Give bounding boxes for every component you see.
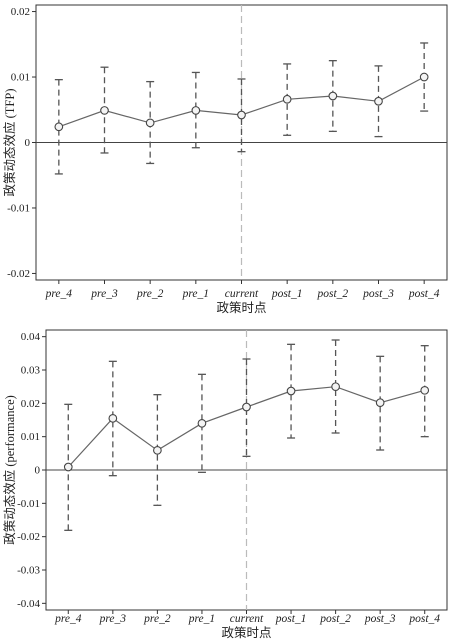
y-tick-label: 0.02 — [11, 6, 30, 18]
estimate-point — [100, 106, 109, 115]
y-axis-label: 政策动态效应 (performance) — [2, 395, 17, 545]
x-tick-label: current — [225, 288, 259, 300]
chart-panel-1: -0.02 -0.01 0 0.01 0.02 pre_4 pre_3 pre_2 pre_1 c… — [2, 4, 448, 315]
estimate-point — [54, 122, 64, 132]
y-tick-label: -0.02 — [17, 531, 40, 543]
x-tick-label: post_2 — [316, 288, 348, 300]
y-tick-label: 0.02 — [21, 398, 40, 410]
x-tick-label: post_1 — [275, 613, 307, 625]
x-tick-label: pre_3 — [99, 613, 127, 625]
y-tick-label: 0.03 — [21, 365, 41, 377]
estimate-point — [237, 110, 246, 120]
estimate-point — [286, 386, 296, 396]
y-tick-label: -0.03 — [17, 565, 40, 577]
y-tick-label: 0 — [25, 137, 31, 149]
x-axis-label: 政策时点 — [221, 625, 271, 639]
estimate-point — [331, 382, 340, 392]
y-tick-label: -0.02 — [7, 268, 30, 280]
x-tick-label: pre_1 — [188, 613, 215, 625]
x-tick-label: pre_2 — [143, 613, 171, 625]
estimate-point — [197, 418, 207, 428]
x-tick-label: pre_4 — [54, 613, 82, 625]
x-tick-label: pre_4 — [45, 288, 73, 300]
x-tick-label: pre_2 — [136, 288, 164, 300]
y-tick-label: -0.04 — [17, 598, 40, 610]
estimate-point — [108, 413, 118, 423]
estimate-point — [153, 445, 162, 455]
y-tick-label: -0.01 — [17, 498, 40, 510]
estimate-point — [375, 398, 385, 408]
estimate-point — [328, 91, 338, 101]
estimate-point — [191, 106, 201, 115]
estimate-point — [145, 118, 155, 128]
y-tick-label: 0 — [35, 465, 41, 477]
estimate-point — [420, 385, 430, 395]
y-tick-label: 0.04 — [21, 331, 41, 343]
x-tick-label: post_4 — [408, 613, 440, 625]
x-tick-label: pre_1 — [182, 288, 209, 300]
estimate-point — [419, 72, 429, 82]
estimate-point — [374, 96, 383, 106]
y-tick-label: -0.01 — [7, 202, 30, 214]
estimate-point — [242, 402, 251, 412]
x-tick-label: post_2 — [319, 613, 351, 625]
x-tick-label: post_4 — [408, 288, 440, 300]
x-tick-label: pre_3 — [90, 288, 118, 300]
y-tick-label: 0.01 — [21, 431, 40, 443]
x-tick-label: current — [230, 613, 264, 625]
estimate-point — [63, 462, 73, 472]
y-axis-label: 政策动态效应 (TFP) — [2, 89, 17, 197]
x-axis-label: 政策时点 — [216, 300, 266, 315]
chart-panel-2: -0.04 -0.03 -0.02 -0.01 0 0.01 0.02 0.03 0.04 pre… — [2, 329, 448, 640]
x-tick-label: post_3 — [364, 613, 396, 625]
estimate-point — [282, 94, 292, 104]
x-tick-label: post_1 — [271, 288, 303, 300]
x-tick-label: post_3 — [362, 288, 394, 300]
y-tick-label: 0.01 — [11, 72, 30, 84]
